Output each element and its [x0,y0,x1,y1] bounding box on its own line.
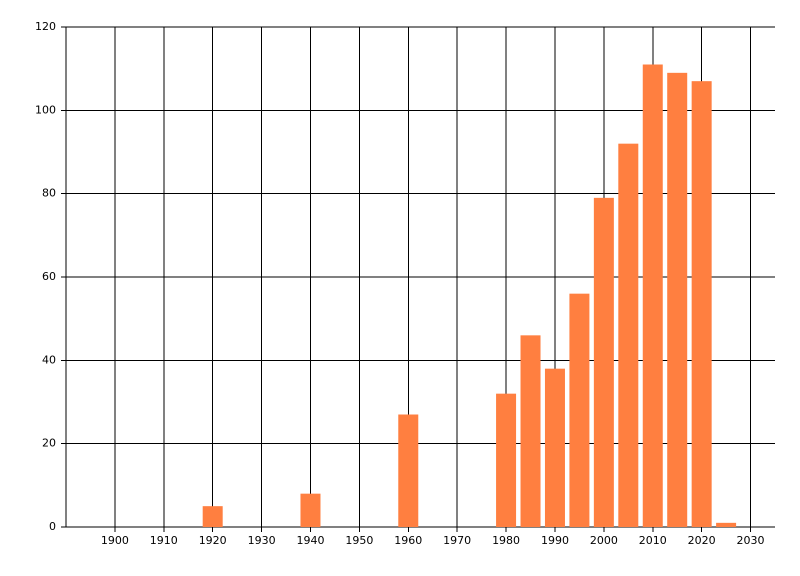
y-tick-label: 100 [35,103,56,116]
y-tick-label: 40 [42,353,56,366]
bar [569,293,590,527]
bar [691,81,712,528]
x-tick-label: 1950 [345,534,373,547]
bar [593,197,614,528]
x-tick-label: 2000 [590,534,618,547]
x-tick-label: 1960 [394,534,422,547]
bar [642,64,663,527]
x-tick-label: 2030 [737,534,765,547]
bar [618,143,639,527]
bar [520,335,541,527]
x-tick-label: 1910 [150,534,178,547]
x-tick-label: 1980 [492,534,520,547]
x-tick-label: 2010 [639,534,667,547]
y-tick-label: 80 [42,187,56,200]
bar [544,368,565,527]
x-tick-label: 1900 [101,534,129,547]
bar [496,393,517,527]
bar [716,522,737,527]
y-tick-label: 120 [35,20,56,33]
bar [667,72,688,527]
y-tick-label: 20 [42,437,56,450]
x-tick-label: 1930 [248,534,276,547]
x-tick-label: 1990 [541,534,569,547]
x-tick-label: 1940 [296,534,324,547]
y-tick-label: 0 [49,520,56,533]
bar [202,506,223,527]
x-tick-label: 1920 [199,534,227,547]
y-tick-label: 60 [42,270,56,283]
x-tick-label: 2020 [688,534,716,547]
x-tick-label: 1970 [443,534,471,547]
bar [398,414,419,527]
bar [300,493,321,527]
